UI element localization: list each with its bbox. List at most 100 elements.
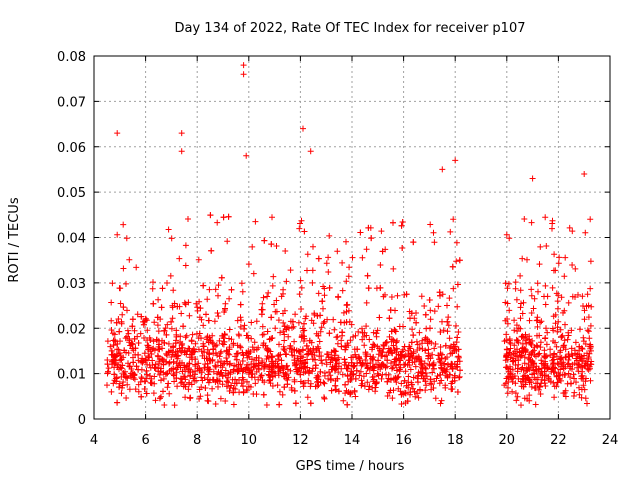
data-point bbox=[156, 360, 163, 367]
y-tick-label: 0.07 bbox=[57, 95, 86, 110]
data-point bbox=[350, 333, 357, 340]
data-point bbox=[427, 316, 434, 323]
data-point bbox=[165, 340, 172, 347]
data-point bbox=[349, 254, 356, 261]
data-point bbox=[358, 382, 365, 389]
data-point bbox=[526, 317, 533, 324]
data-point bbox=[582, 360, 589, 366]
data-point bbox=[509, 388, 516, 395]
data-point bbox=[506, 235, 513, 242]
data-point bbox=[240, 367, 247, 374]
data-point bbox=[206, 356, 213, 363]
data-point bbox=[255, 362, 262, 369]
data-point bbox=[440, 367, 447, 374]
data-point bbox=[167, 272, 174, 279]
data-point bbox=[150, 300, 157, 307]
data-point bbox=[296, 225, 303, 232]
data-point bbox=[135, 340, 142, 346]
data-point bbox=[450, 216, 457, 223]
data-point bbox=[528, 350, 535, 357]
data-point bbox=[318, 324, 325, 331]
data-point bbox=[291, 387, 298, 394]
data-point bbox=[580, 355, 587, 362]
data-point bbox=[135, 388, 142, 395]
data-point bbox=[209, 385, 216, 392]
data-point bbox=[130, 359, 137, 366]
data-point bbox=[171, 300, 178, 307]
data-point bbox=[228, 286, 235, 293]
data-point bbox=[225, 379, 232, 386]
data-point bbox=[514, 337, 521, 344]
data-point bbox=[556, 254, 563, 261]
data-point bbox=[512, 279, 519, 286]
data-point bbox=[297, 277, 304, 284]
data-point bbox=[335, 388, 342, 395]
data-point bbox=[356, 372, 363, 379]
data-point bbox=[302, 368, 309, 375]
data-point bbox=[170, 287, 177, 294]
data-point bbox=[280, 365, 287, 371]
data-point bbox=[557, 366, 564, 373]
data-point bbox=[236, 377, 242, 383]
data-point bbox=[186, 379, 193, 386]
data-point bbox=[542, 282, 549, 289]
data-point bbox=[419, 346, 426, 352]
data-point bbox=[118, 390, 125, 397]
data-point bbox=[301, 228, 308, 235]
data-point bbox=[144, 342, 151, 349]
data-point bbox=[309, 279, 316, 286]
data-point bbox=[342, 346, 349, 353]
data-point bbox=[581, 362, 588, 369]
data-point bbox=[214, 359, 221, 366]
data-point bbox=[511, 327, 518, 334]
data-point bbox=[529, 175, 536, 182]
data-point bbox=[126, 339, 133, 346]
data-point bbox=[584, 291, 591, 298]
data-point bbox=[211, 318, 218, 325]
data-point bbox=[189, 331, 196, 338]
data-point bbox=[159, 345, 166, 352]
data-point bbox=[148, 351, 155, 357]
data-point bbox=[163, 358, 170, 365]
data-point bbox=[422, 347, 429, 354]
data-point bbox=[557, 326, 564, 333]
data-point bbox=[393, 345, 400, 352]
data-point bbox=[173, 369, 180, 376]
data-point bbox=[258, 306, 265, 313]
data-point bbox=[132, 345, 139, 352]
data-point bbox=[146, 354, 153, 361]
data-point bbox=[115, 316, 122, 322]
data-point bbox=[179, 344, 186, 351]
data-point bbox=[162, 371, 169, 378]
data-point bbox=[542, 335, 548, 342]
data-point bbox=[538, 318, 545, 325]
data-point bbox=[454, 389, 461, 395]
data-point bbox=[572, 339, 579, 346]
data-point bbox=[339, 287, 346, 294]
data-point bbox=[568, 327, 575, 334]
data-point bbox=[133, 363, 140, 370]
data-point bbox=[342, 390, 349, 397]
data-point bbox=[439, 291, 446, 298]
data-point bbox=[419, 337, 426, 344]
data-point bbox=[306, 367, 313, 374]
data-point bbox=[274, 353, 281, 360]
data-point bbox=[555, 260, 562, 267]
data-point bbox=[281, 347, 288, 354]
data-point bbox=[272, 325, 279, 332]
data-point bbox=[554, 298, 561, 305]
data-point bbox=[502, 317, 509, 324]
data-point bbox=[410, 332, 417, 339]
data-point bbox=[303, 342, 310, 349]
data-point bbox=[315, 290, 322, 297]
data-point bbox=[587, 285, 594, 292]
data-point bbox=[182, 394, 189, 401]
data-point bbox=[200, 343, 207, 350]
data-point bbox=[132, 386, 139, 393]
data-point bbox=[131, 335, 138, 342]
data-point bbox=[339, 259, 346, 266]
data-point bbox=[247, 384, 254, 390]
data-point bbox=[554, 328, 561, 335]
data-point bbox=[326, 284, 333, 291]
data-point bbox=[249, 356, 255, 363]
